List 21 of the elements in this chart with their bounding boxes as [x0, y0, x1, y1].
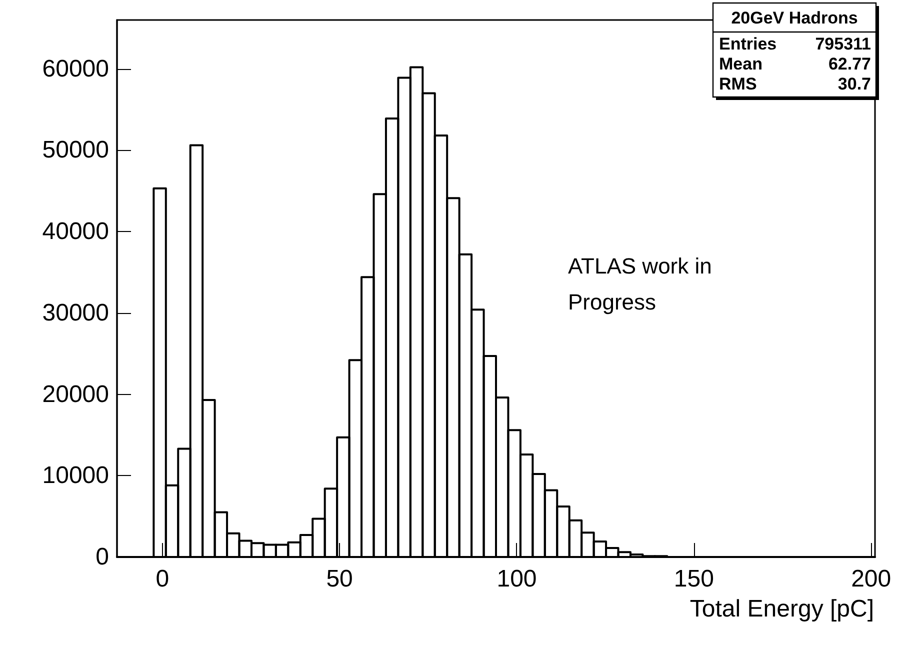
- x-tick-label: 150: [674, 566, 714, 592]
- y-tick-label: 40000: [42, 218, 109, 246]
- annotation: ATLAS work in Progress: [568, 254, 718, 314]
- y-tick-label: 60000: [42, 55, 109, 82]
- x-tick-label: 100: [496, 566, 537, 592]
- x-axis-title: Total Energy [pC]: [690, 596, 874, 622]
- y-tick-label: 0: [96, 544, 109, 570]
- y-tick-label: 30000: [42, 299, 109, 326]
- y-tick-label: 20000: [42, 380, 109, 408]
- annotation: Entries: [719, 34, 777, 54]
- annotation: Mean: [719, 54, 762, 74]
- x-tick-label: 200: [851, 566, 892, 592]
- annotation: 795311: [815, 34, 871, 54]
- annotation: RMS: [719, 74, 757, 94]
- annotation: 20GeV Hadrons: [731, 8, 858, 28]
- y-tick-label: 50000: [42, 136, 109, 164]
- annotation: 30.7: [838, 74, 871, 94]
- annotation: 62.77: [828, 54, 871, 74]
- x-tick-label: 50: [326, 566, 353, 592]
- y-tick-label: 10000: [42, 462, 109, 490]
- x-tick-label: 0: [156, 566, 170, 592]
